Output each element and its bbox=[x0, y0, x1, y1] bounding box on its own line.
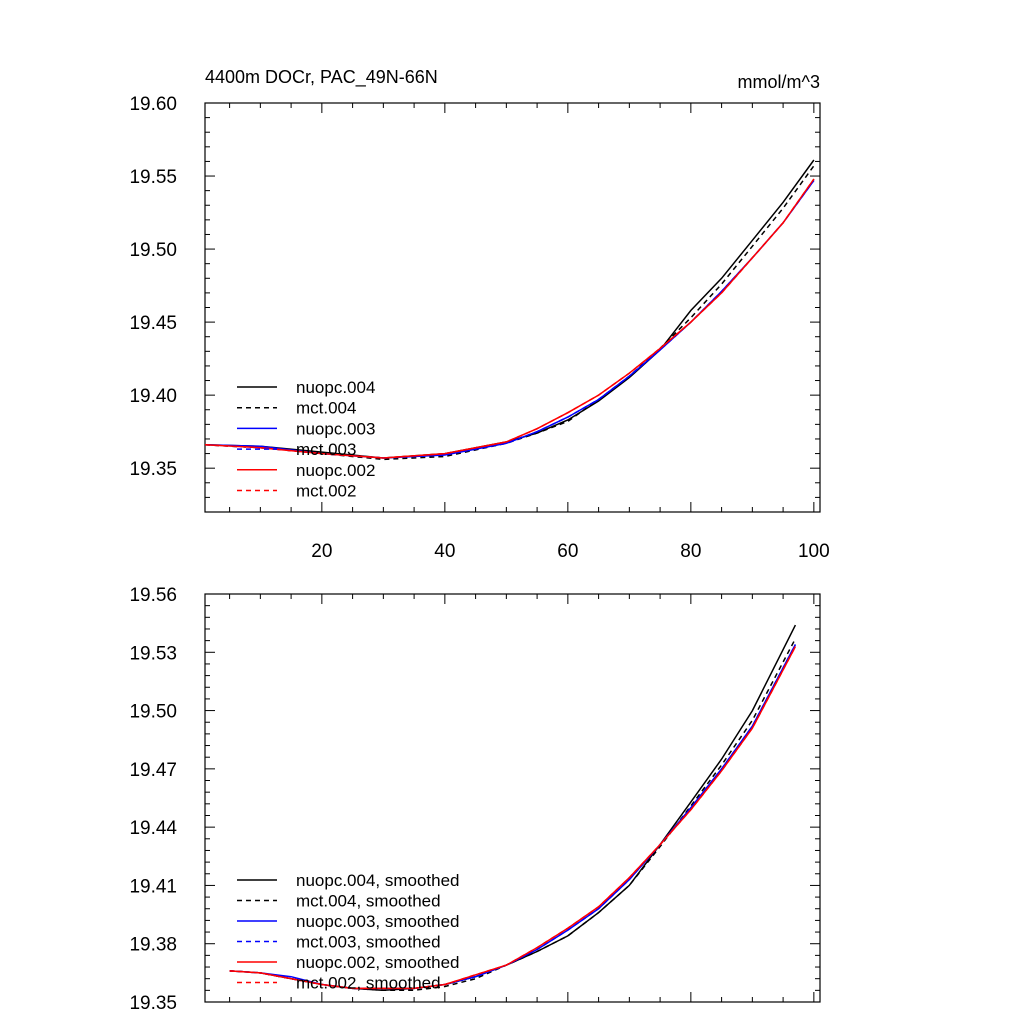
series-lines bbox=[205, 159, 815, 461]
series-line-mct-002-smoothed bbox=[229, 646, 797, 990]
legend-label: mct.003 bbox=[296, 440, 356, 459]
x-tick-label: 40 bbox=[434, 541, 455, 562]
x-tick-label: 60 bbox=[557, 541, 578, 562]
y-tick-label: 19.53 bbox=[129, 643, 177, 664]
y-tick-label: 19.55 bbox=[129, 167, 177, 188]
top-panel: 20 40 60 80 100 19.35 19.40 19.45 19.50 19.55 19.6… bbox=[129, 94, 829, 562]
y-tick-label: 19.41 bbox=[129, 876, 177, 897]
legend-label: mct.002 bbox=[296, 482, 356, 501]
legend-label: nuopc.002, smoothed bbox=[296, 953, 460, 972]
legend-label: nuopc.002 bbox=[296, 461, 375, 480]
y-tick-label: 19.60 bbox=[129, 94, 177, 115]
y-tick-label: 19.38 bbox=[129, 935, 177, 956]
y-tick-label: 19.50 bbox=[129, 702, 177, 723]
bottom-panel: 19.35 19.38 19.41 19.44 19.47 19.50 19.53 19.56… bbox=[129, 585, 821, 1014]
legend-label: mct.003, smoothed bbox=[296, 933, 441, 952]
legend-label: nuopc.003 bbox=[296, 419, 375, 438]
y-tick-label: 19.35 bbox=[129, 993, 177, 1014]
x-tick-label: 80 bbox=[680, 541, 701, 562]
legend-label: nuopc.004 bbox=[296, 378, 375, 397]
y-tick-label: 19.56 bbox=[129, 585, 177, 606]
units-label: mmol/m^3 bbox=[738, 72, 820, 92]
plot-frame bbox=[204, 593, 821, 1003]
y-tick-label: 19.47 bbox=[129, 760, 177, 781]
legend-label: nuopc.003, smoothed bbox=[296, 912, 460, 931]
y-tick-label: 19.40 bbox=[129, 386, 177, 407]
x-tick-label: 100 bbox=[798, 541, 830, 562]
y-tick-label: 19.45 bbox=[129, 313, 177, 334]
y-tick-label: 19.35 bbox=[129, 459, 177, 480]
legend-label: nuopc.004, smoothed bbox=[296, 871, 460, 890]
chart-title: 4400m DOCr, PAC_49N-66N bbox=[205, 67, 438, 88]
series-line-mct-002 bbox=[205, 178, 815, 459]
y-tick-label: 19.44 bbox=[129, 818, 177, 839]
series-lines bbox=[229, 624, 797, 992]
y-tick-label: 19.50 bbox=[129, 240, 177, 261]
legend-label: mct.002, smoothed bbox=[296, 974, 441, 993]
legend-label: mct.004 bbox=[296, 399, 356, 418]
legend-label: mct.004, smoothed bbox=[296, 892, 441, 911]
x-tick-label: 20 bbox=[311, 541, 332, 562]
